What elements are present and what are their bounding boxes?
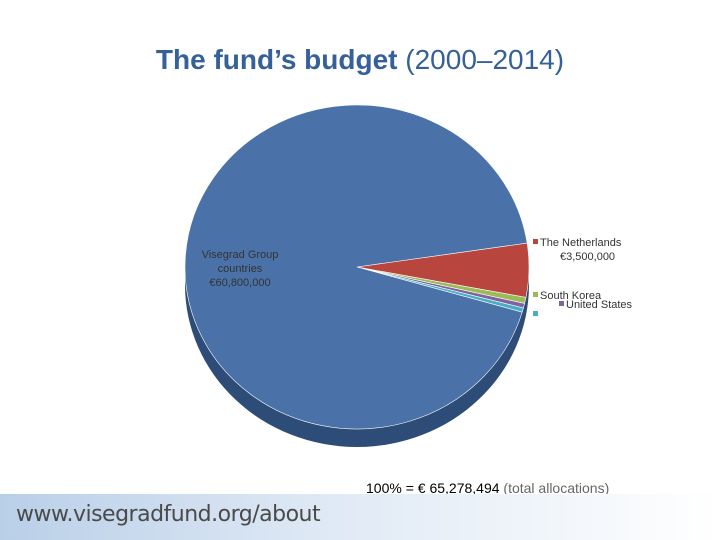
note-text: 100% = xyxy=(366,480,414,496)
slice-value: €60,800,000 xyxy=(209,277,271,289)
total-note: 100% = € 65,278,494 (total allocations) xyxy=(366,480,609,496)
slice-label: The Netherlands xyxy=(540,237,622,249)
legend-marker xyxy=(533,311,538,316)
chart-subtitle: (2000–2014) xyxy=(405,44,565,75)
chart-title: The fund’s budget xyxy=(155,44,398,75)
note-total: € 65,278,494 xyxy=(417,480,500,496)
slice-label: South Korea xyxy=(540,290,602,302)
legend-marker xyxy=(533,239,538,244)
footer-url: www.visegradfund.org/about xyxy=(16,502,321,527)
footer: www.visegradfund.org/about xyxy=(0,494,720,540)
legend-marker xyxy=(559,301,564,306)
slice-label: United States xyxy=(566,299,633,311)
slice-value: €3,500,000 xyxy=(560,251,616,263)
legend-marker xyxy=(533,292,538,297)
note-text: (total allocations) xyxy=(503,480,610,496)
slice-label: Visegrad Group countries xyxy=(201,249,279,275)
pie-slice xyxy=(184,104,528,430)
title-block: The fund’s budget (2000–2014) xyxy=(0,44,720,76)
